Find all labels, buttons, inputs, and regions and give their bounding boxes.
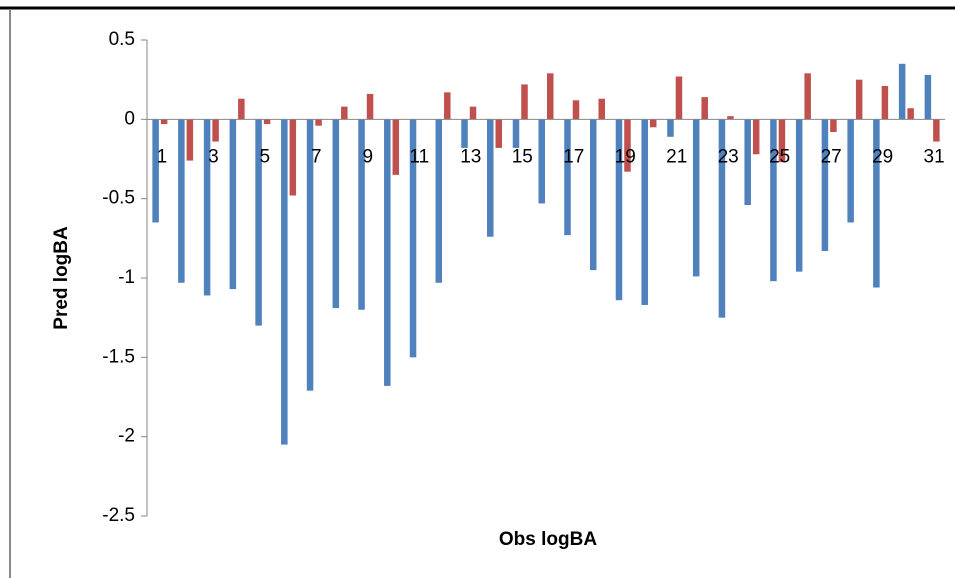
bar	[512, 119, 520, 148]
x-tick-label: 1	[157, 146, 168, 167]
x-tick-label: 29	[872, 146, 893, 167]
bar	[675, 76, 683, 120]
bar	[332, 119, 340, 309]
bar	[487, 119, 494, 237]
bar	[358, 119, 365, 310]
x-tick-label: 15	[512, 146, 533, 167]
bar	[315, 119, 322, 126]
bar	[238, 98, 245, 120]
y-tick-label: -1.5	[102, 346, 135, 367]
bar	[366, 93, 374, 120]
bar	[701, 97, 708, 120]
bar	[178, 119, 185, 283]
bar	[933, 119, 940, 142]
bar	[444, 92, 451, 120]
y-tick-label: -0.5	[102, 188, 135, 209]
bar	[409, 119, 417, 358]
x-tick-label: 23	[718, 146, 739, 167]
bar	[615, 119, 623, 301]
bar	[341, 106, 348, 120]
bar	[572, 100, 580, 120]
bar	[718, 119, 726, 318]
x-tick-label: 3	[208, 146, 219, 167]
bar	[160, 119, 168, 125]
bar	[281, 119, 288, 445]
bar	[152, 119, 159, 223]
bar	[830, 119, 837, 133]
y-axis-label: Pred logBA	[51, 226, 72, 330]
bar	[538, 119, 545, 204]
x-tick-label: 27	[821, 146, 842, 167]
x-axis-label: Obs logBA	[499, 529, 597, 550]
bar	[641, 119, 648, 305]
bar	[186, 119, 194, 161]
y-tick-label: -1	[118, 267, 135, 288]
bar	[795, 119, 803, 272]
bar	[752, 119, 760, 155]
bar	[564, 119, 571, 236]
x-tick-label: 5	[260, 146, 271, 167]
bar	[898, 63, 906, 120]
bar	[778, 119, 786, 163]
bar	[589, 119, 597, 271]
bar	[469, 106, 477, 120]
bar	[392, 119, 400, 175]
bar	[255, 119, 262, 326]
bar	[847, 119, 854, 223]
x-tick-label: 9	[363, 146, 374, 167]
bar	[821, 119, 829, 252]
bar	[289, 119, 297, 196]
x-tick-label: 11	[409, 146, 429, 167]
y-tick-label: -2.5	[102, 505, 135, 526]
bar	[667, 119, 674, 137]
bar	[624, 119, 631, 172]
bar	[649, 119, 657, 128]
bar	[770, 119, 777, 282]
y-tick-label: -2	[118, 426, 135, 447]
x-tick-label: 25	[769, 146, 790, 167]
bar	[598, 98, 605, 120]
bar	[727, 116, 734, 120]
x-tick-label: 17	[563, 146, 584, 167]
bar	[855, 79, 863, 120]
bar	[495, 119, 503, 148]
x-tick-label: 7	[311, 146, 322, 167]
bar	[263, 119, 271, 125]
x-tick-label: 21	[666, 146, 687, 167]
bar	[521, 84, 528, 120]
bar	[744, 119, 751, 206]
bar	[384, 119, 391, 386]
x-tick-label: 31	[924, 146, 945, 167]
bar	[873, 119, 880, 288]
x-tick-label: 19	[615, 146, 636, 167]
bar	[881, 86, 889, 120]
bar	[547, 73, 554, 120]
bar	[306, 119, 314, 391]
bar	[203, 119, 211, 296]
x-tick-label: 13	[460, 146, 481, 167]
bar	[924, 74, 932, 120]
bar	[804, 73, 811, 120]
bar	[229, 119, 237, 290]
bar	[907, 108, 914, 120]
y-tick-label: 0.5	[109, 29, 135, 50]
bar	[212, 119, 219, 142]
y-tick-label: 0	[124, 108, 135, 129]
bar	[435, 119, 443, 283]
bar	[692, 119, 700, 277]
bar	[461, 119, 468, 148]
